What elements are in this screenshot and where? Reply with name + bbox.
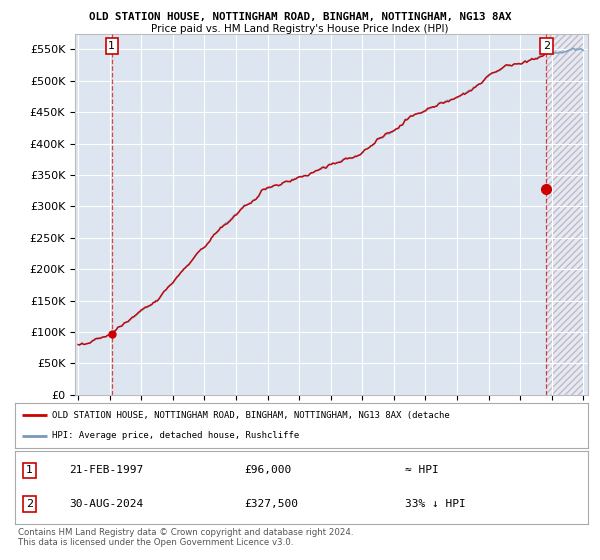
Text: OLD STATION HOUSE, NOTTINGHAM ROAD, BINGHAM, NOTTINGHAM, NG13 8AX: OLD STATION HOUSE, NOTTINGHAM ROAD, BING… xyxy=(89,12,511,22)
Text: 1: 1 xyxy=(108,41,115,52)
Text: 30-AUG-2024: 30-AUG-2024 xyxy=(70,499,143,509)
Text: 33% ↓ HPI: 33% ↓ HPI xyxy=(404,499,466,509)
Text: Price paid vs. HM Land Registry's House Price Index (HPI): Price paid vs. HM Land Registry's House … xyxy=(151,24,449,34)
Bar xyxy=(547,34,583,395)
Text: Contains HM Land Registry data © Crown copyright and database right 2024.
This d: Contains HM Land Registry data © Crown c… xyxy=(18,528,353,547)
Text: ≈ HPI: ≈ HPI xyxy=(404,465,439,475)
Text: £327,500: £327,500 xyxy=(244,499,298,509)
Text: OLD STATION HOUSE, NOTTINGHAM ROAD, BINGHAM, NOTTINGHAM, NG13 8AX (detache: OLD STATION HOUSE, NOTTINGHAM ROAD, BING… xyxy=(52,411,450,420)
Text: 2: 2 xyxy=(26,499,33,509)
Text: 1: 1 xyxy=(26,465,33,475)
Text: 21-FEB-1997: 21-FEB-1997 xyxy=(70,465,143,475)
Text: 2: 2 xyxy=(543,41,550,52)
Text: £96,000: £96,000 xyxy=(244,465,292,475)
Text: HPI: Average price, detached house, Rushcliffe: HPI: Average price, detached house, Rush… xyxy=(52,431,299,440)
